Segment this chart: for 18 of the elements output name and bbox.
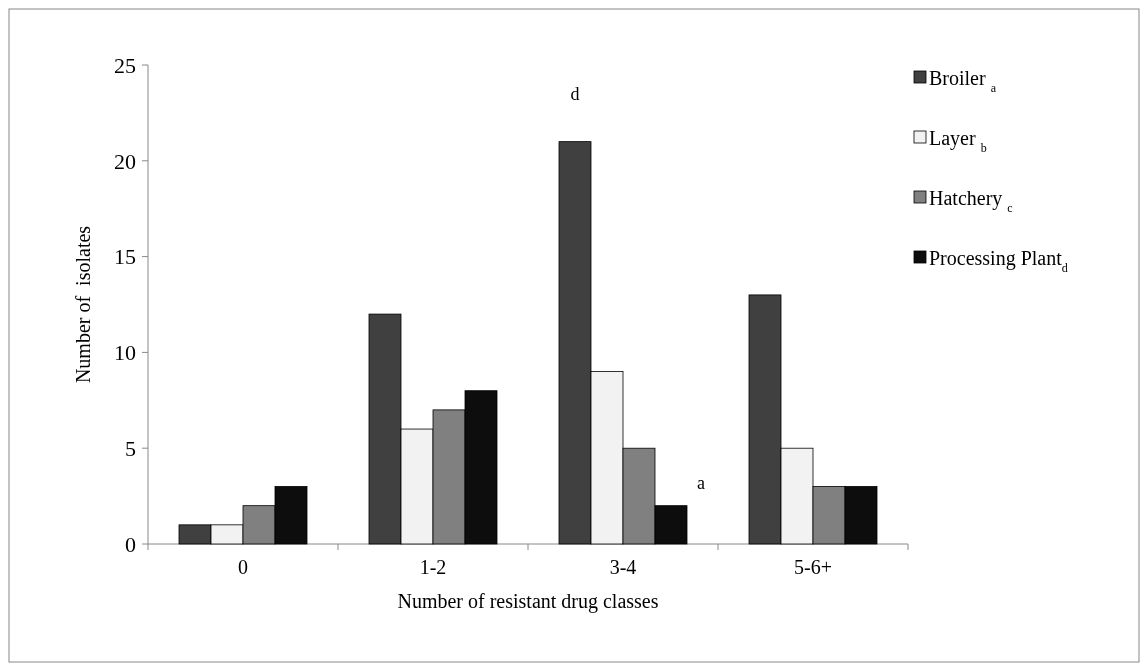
y-axis-title: Number of isolates bbox=[72, 225, 94, 384]
x-axis-title: Number of resistant drug classes bbox=[397, 590, 659, 613]
legend-label: Layer $_{b}$ bbox=[929, 127, 987, 155]
x-tick-label: 5-6+ bbox=[794, 556, 832, 578]
y-tick-label: 10 bbox=[114, 340, 136, 366]
y-tick-label: 0 bbox=[125, 531, 136, 557]
annotation: a bbox=[697, 473, 705, 493]
annotation: d bbox=[570, 84, 580, 104]
y-tick-label: 15 bbox=[114, 244, 136, 270]
x-tick-label: 0 bbox=[238, 556, 248, 578]
y-tick-label: 20 bbox=[114, 148, 136, 174]
legend-label: Hatchery $_{c}$ bbox=[929, 187, 1013, 215]
legend-label: Processing Plant$_{d}$ bbox=[929, 247, 1068, 275]
legend-label: Broiler $_{a}$ bbox=[929, 67, 997, 95]
y-tick-label: 5 bbox=[125, 435, 136, 461]
y-tick-label: 25 bbox=[114, 52, 136, 78]
x-tick-label: 3-4 bbox=[609, 556, 637, 578]
x-tick-label: 1-2 bbox=[419, 556, 447, 578]
